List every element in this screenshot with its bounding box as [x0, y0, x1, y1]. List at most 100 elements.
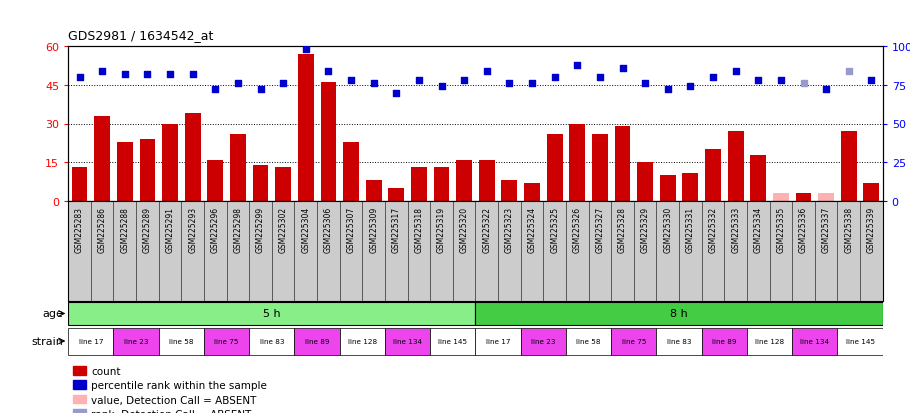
Bar: [614, 127, 631, 202]
Bar: [837, 328, 883, 355]
Text: line 58: line 58: [169, 338, 194, 344]
Bar: [320, 83, 337, 202]
Bar: [95, 116, 110, 202]
Bar: [864, 183, 879, 202]
Text: line 145: line 145: [439, 338, 468, 344]
Bar: [479, 160, 495, 202]
Text: GSM225338: GSM225338: [844, 206, 854, 252]
Bar: [116, 142, 133, 202]
Bar: [430, 328, 475, 355]
Bar: [185, 114, 200, 202]
Bar: [773, 194, 789, 202]
Bar: [204, 328, 249, 355]
Text: GSM225299: GSM225299: [256, 206, 265, 252]
Text: GSM225324: GSM225324: [528, 206, 537, 252]
Text: GSM225332: GSM225332: [709, 206, 717, 252]
Text: GSM225330: GSM225330: [663, 206, 672, 253]
Text: GSM225306: GSM225306: [324, 206, 333, 253]
Text: 8 h: 8 h: [670, 309, 688, 319]
Text: line 134: line 134: [393, 338, 422, 344]
Bar: [366, 181, 381, 202]
Text: GSM225293: GSM225293: [188, 206, 197, 252]
Bar: [456, 160, 472, 202]
Bar: [841, 132, 856, 202]
Point: [163, 71, 177, 78]
Point: [186, 71, 200, 78]
Text: GSM225302: GSM225302: [278, 206, 288, 252]
Bar: [592, 135, 608, 202]
Point: [864, 78, 879, 84]
Bar: [72, 168, 87, 202]
Point: [592, 74, 607, 81]
Bar: [249, 328, 295, 355]
Point: [276, 81, 290, 87]
Text: GSM225320: GSM225320: [460, 206, 469, 252]
Bar: [434, 168, 450, 202]
Point: [72, 74, 86, 81]
Point: [140, 71, 155, 78]
Point: [819, 87, 834, 93]
Bar: [524, 183, 540, 202]
Point: [480, 68, 494, 75]
Bar: [389, 189, 404, 202]
Text: line 89: line 89: [713, 338, 736, 344]
Bar: [501, 181, 517, 202]
Text: GSM225335: GSM225335: [776, 206, 785, 253]
Point: [751, 78, 765, 84]
Text: GDS2981 / 1634542_at: GDS2981 / 1634542_at: [68, 29, 214, 42]
Text: 5 h: 5 h: [263, 309, 280, 319]
Text: line 83: line 83: [259, 338, 284, 344]
Text: line 128: line 128: [755, 338, 784, 344]
Point: [615, 65, 630, 72]
Bar: [475, 328, 521, 355]
Bar: [475, 302, 883, 325]
Bar: [158, 328, 204, 355]
Text: line 83: line 83: [667, 338, 692, 344]
Text: line 89: line 89: [305, 338, 329, 344]
Point: [457, 78, 471, 84]
Text: GSM225334: GSM225334: [753, 206, 763, 253]
Bar: [751, 155, 766, 202]
Text: GSM225329: GSM225329: [641, 206, 650, 252]
Text: GSM225325: GSM225325: [551, 206, 559, 252]
Text: GSM225331: GSM225331: [686, 206, 695, 252]
Point: [706, 74, 721, 81]
Bar: [570, 124, 585, 202]
Bar: [68, 328, 114, 355]
Point: [570, 62, 584, 69]
Text: line 75: line 75: [215, 338, 238, 344]
Bar: [230, 135, 246, 202]
Text: GSM225289: GSM225289: [143, 206, 152, 252]
Text: GSM225336: GSM225336: [799, 206, 808, 253]
Text: line 23: line 23: [531, 338, 556, 344]
Point: [230, 81, 245, 87]
Bar: [656, 328, 702, 355]
Point: [796, 81, 811, 87]
Bar: [566, 328, 612, 355]
Bar: [343, 142, 359, 202]
Text: GSM225288: GSM225288: [120, 206, 129, 252]
Bar: [682, 173, 698, 202]
Bar: [207, 160, 223, 202]
Text: GSM225339: GSM225339: [867, 206, 876, 253]
Bar: [818, 194, 834, 202]
Text: strain: strain: [32, 336, 64, 346]
Legend: count, percentile rank within the sample, value, Detection Call = ABSENT, rank, : count, percentile rank within the sample…: [74, 366, 267, 413]
Point: [298, 47, 313, 53]
Bar: [747, 328, 793, 355]
Text: line 134: line 134: [800, 338, 829, 344]
Point: [774, 78, 788, 84]
Point: [117, 71, 132, 78]
Bar: [68, 302, 475, 325]
Bar: [114, 328, 158, 355]
Point: [842, 68, 856, 75]
Text: GSM225296: GSM225296: [211, 206, 220, 252]
Text: GSM225291: GSM225291: [166, 206, 175, 252]
Bar: [795, 194, 812, 202]
Bar: [295, 328, 339, 355]
Text: line 145: line 145: [845, 338, 875, 344]
Point: [389, 90, 403, 97]
Point: [367, 81, 381, 87]
Text: GSM225327: GSM225327: [595, 206, 604, 252]
Bar: [139, 140, 156, 202]
